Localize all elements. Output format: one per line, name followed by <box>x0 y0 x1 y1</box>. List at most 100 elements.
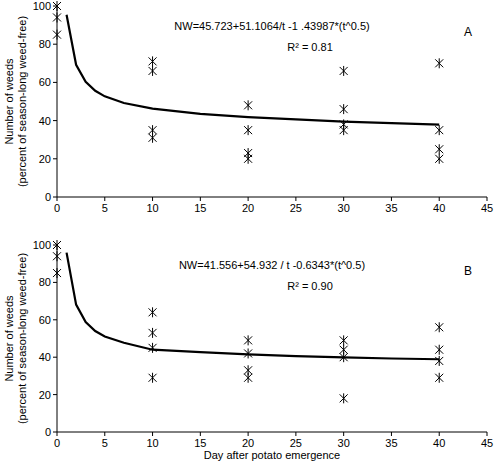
y-tick-label: 0 <box>45 426 51 438</box>
x-tick <box>248 432 249 436</box>
annotation: B <box>464 264 472 278</box>
data-point <box>435 373 443 383</box>
x-tick <box>248 197 249 201</box>
x-tick-label: 30 <box>338 437 350 449</box>
x-tick-label: 20 <box>242 202 254 214</box>
y-axis-label: (percent of season-long weed-free) <box>16 16 28 187</box>
x-tick <box>152 197 153 201</box>
x-tick-label: 35 <box>385 202 397 214</box>
data-point <box>149 56 157 66</box>
y-axis-label: Number of weeds <box>3 58 15 145</box>
x-tick <box>57 197 58 201</box>
y-tick <box>53 120 57 121</box>
data-point <box>53 268 61 278</box>
x-tick-label: 15 <box>194 202 206 214</box>
data-point <box>435 154 443 164</box>
annotation: A <box>464 25 472 39</box>
data-point <box>149 373 157 383</box>
x-tick-label: 45 <box>481 202 493 214</box>
data-point <box>435 356 443 366</box>
data-point <box>149 66 157 76</box>
y-tick <box>53 158 57 159</box>
y-axis-label: (percent of season-long weed-free) <box>16 253 28 424</box>
x-tick <box>295 432 296 436</box>
y-tick-label: 80 <box>39 276 51 288</box>
data-point <box>53 12 61 22</box>
annotation: NW=41.556+54.932 / t -0.6343*(t^0.5) <box>179 259 365 271</box>
y-tick-label: 60 <box>39 314 51 326</box>
y-tick-label: 0 <box>45 191 51 203</box>
x-tick-label: 5 <box>102 437 108 449</box>
data-point <box>53 240 61 250</box>
annotation: R² = 0.81 <box>287 41 333 53</box>
data-point <box>435 125 443 135</box>
fit-line <box>67 253 440 360</box>
x-tick-label: 35 <box>385 437 397 449</box>
x-tick-label: 15 <box>194 437 206 449</box>
x-tick-label: 25 <box>290 437 302 449</box>
data-point <box>435 322 443 332</box>
data-point <box>149 343 157 353</box>
data-point <box>149 133 157 143</box>
plot-area <box>53 1 443 164</box>
y-tick-label: 20 <box>39 389 51 401</box>
fit-line <box>67 15 440 125</box>
x-tick-label: 10 <box>146 202 158 214</box>
x-tick <box>487 197 488 201</box>
x-tick <box>200 432 201 436</box>
x-tick <box>104 432 105 436</box>
x-tick <box>104 197 105 201</box>
data-point <box>244 373 252 383</box>
x-tick-label: 40 <box>433 437 445 449</box>
y-tick-label: 100 <box>33 239 51 251</box>
x-tick <box>439 197 440 201</box>
data-point <box>435 144 443 154</box>
y-tick <box>53 357 57 358</box>
x-tick-label: 5 <box>102 202 108 214</box>
x-tick-label: 20 <box>242 437 254 449</box>
y-tick <box>53 432 57 433</box>
annotation: R² = 0.90 <box>287 280 333 292</box>
x-axis-label: Day after potato emergence <box>204 449 340 461</box>
figure: 0 5 10 15 20 25 30 35 40 45 0 20 40 60 80 100 Number of … <box>0 0 500 461</box>
y-tick-label: 60 <box>39 76 51 88</box>
y-tick-label: 40 <box>39 351 51 363</box>
x-tick <box>391 197 392 201</box>
x-tick <box>57 432 58 436</box>
y-tick <box>53 394 57 395</box>
data-point <box>53 30 61 40</box>
data-point <box>340 104 348 114</box>
annotation: NW=45.723+51.1064/t -1 .43987*(t^0.5) <box>174 20 369 32</box>
x-tick-label: 40 <box>433 202 445 214</box>
x-tick <box>439 432 440 436</box>
data-point <box>244 335 252 345</box>
y-axis-label: Number of weeds <box>3 295 15 382</box>
data-point <box>53 1 61 11</box>
x-axis <box>57 432 487 433</box>
x-tick-label: 30 <box>338 202 350 214</box>
plot-area <box>53 240 443 403</box>
data-point <box>340 393 348 403</box>
x-tick <box>343 432 344 436</box>
panel: 0 5 10 15 20 25 30 35 40 45 0 20 40 60 80 100 Number of … <box>3 0 493 214</box>
data-point <box>244 125 252 135</box>
x-tick <box>343 197 344 201</box>
panel: 051015202530354045020406080100Number of … <box>3 239 493 461</box>
x-tick <box>200 197 201 201</box>
data-point <box>340 66 348 76</box>
y-tick-label: 20 <box>39 153 51 165</box>
y-tick-label: 100 <box>33 0 51 12</box>
data-point <box>149 307 157 317</box>
x-tick <box>295 197 296 201</box>
x-tick-label: 0 <box>54 202 60 214</box>
data-point <box>435 58 443 68</box>
y-tick-label: 40 <box>39 115 51 127</box>
x-tick <box>152 432 153 436</box>
y-tick <box>53 197 57 198</box>
x-tick-label: 25 <box>290 202 302 214</box>
data-point <box>340 335 348 345</box>
data-point <box>244 100 252 110</box>
data-point <box>435 345 443 355</box>
y-tick-label: 80 <box>39 38 51 50</box>
data-point <box>149 328 157 338</box>
